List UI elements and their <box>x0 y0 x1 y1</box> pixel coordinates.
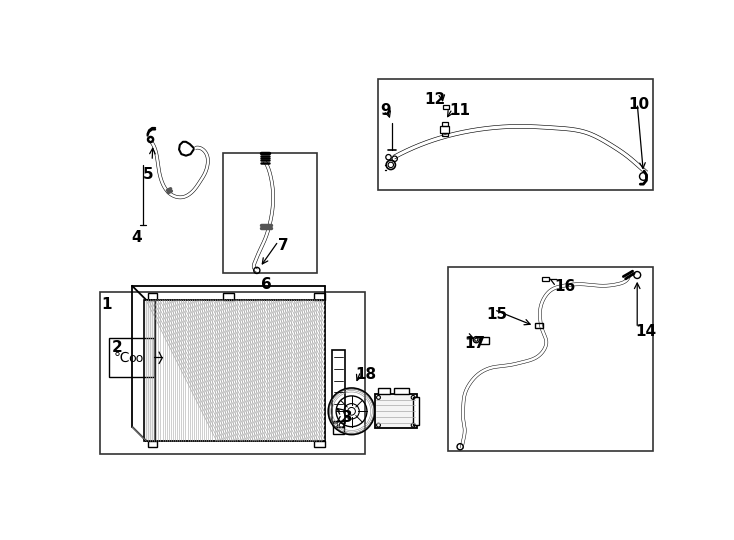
Circle shape <box>639 173 647 180</box>
Bar <box>443 105 449 110</box>
Bar <box>542 276 548 281</box>
Bar <box>223 293 234 300</box>
Circle shape <box>386 160 396 170</box>
Bar <box>379 388 390 394</box>
Text: 15: 15 <box>487 307 507 322</box>
Text: 14: 14 <box>635 325 656 339</box>
Bar <box>146 300 324 441</box>
Text: ℃: ℃ <box>114 350 129 365</box>
Bar <box>440 126 449 132</box>
Text: 6: 6 <box>261 276 272 292</box>
Bar <box>535 323 543 328</box>
Text: 4: 4 <box>131 231 142 245</box>
Bar <box>314 293 324 300</box>
Text: 1: 1 <box>101 296 112 312</box>
Bar <box>394 388 410 394</box>
Text: 10: 10 <box>628 97 649 112</box>
Circle shape <box>457 444 463 450</box>
Text: 5: 5 <box>143 167 153 182</box>
Bar <box>333 350 344 423</box>
Circle shape <box>633 272 641 279</box>
Text: 12: 12 <box>425 92 446 107</box>
Text: 2: 2 <box>112 340 123 355</box>
Bar <box>480 338 490 343</box>
Text: 7: 7 <box>278 238 289 253</box>
Bar <box>413 397 419 425</box>
Bar <box>148 441 157 447</box>
Text: 11: 11 <box>449 103 470 118</box>
Text: oo: oo <box>128 352 144 365</box>
Text: 18: 18 <box>355 367 377 382</box>
Bar <box>314 441 324 447</box>
Text: 9: 9 <box>380 103 390 118</box>
Text: 16: 16 <box>554 279 575 294</box>
Circle shape <box>473 336 479 343</box>
Bar <box>333 428 344 434</box>
Bar <box>448 267 653 451</box>
Text: 17: 17 <box>464 336 485 351</box>
Bar <box>223 153 317 273</box>
Bar <box>442 132 448 137</box>
Bar <box>333 421 344 427</box>
Bar <box>109 338 153 377</box>
Bar <box>100 292 365 454</box>
Bar <box>442 122 448 126</box>
Text: 3: 3 <box>341 410 352 425</box>
Bar <box>374 394 417 428</box>
Bar <box>145 300 155 441</box>
Bar <box>379 79 653 190</box>
Bar <box>148 293 157 300</box>
